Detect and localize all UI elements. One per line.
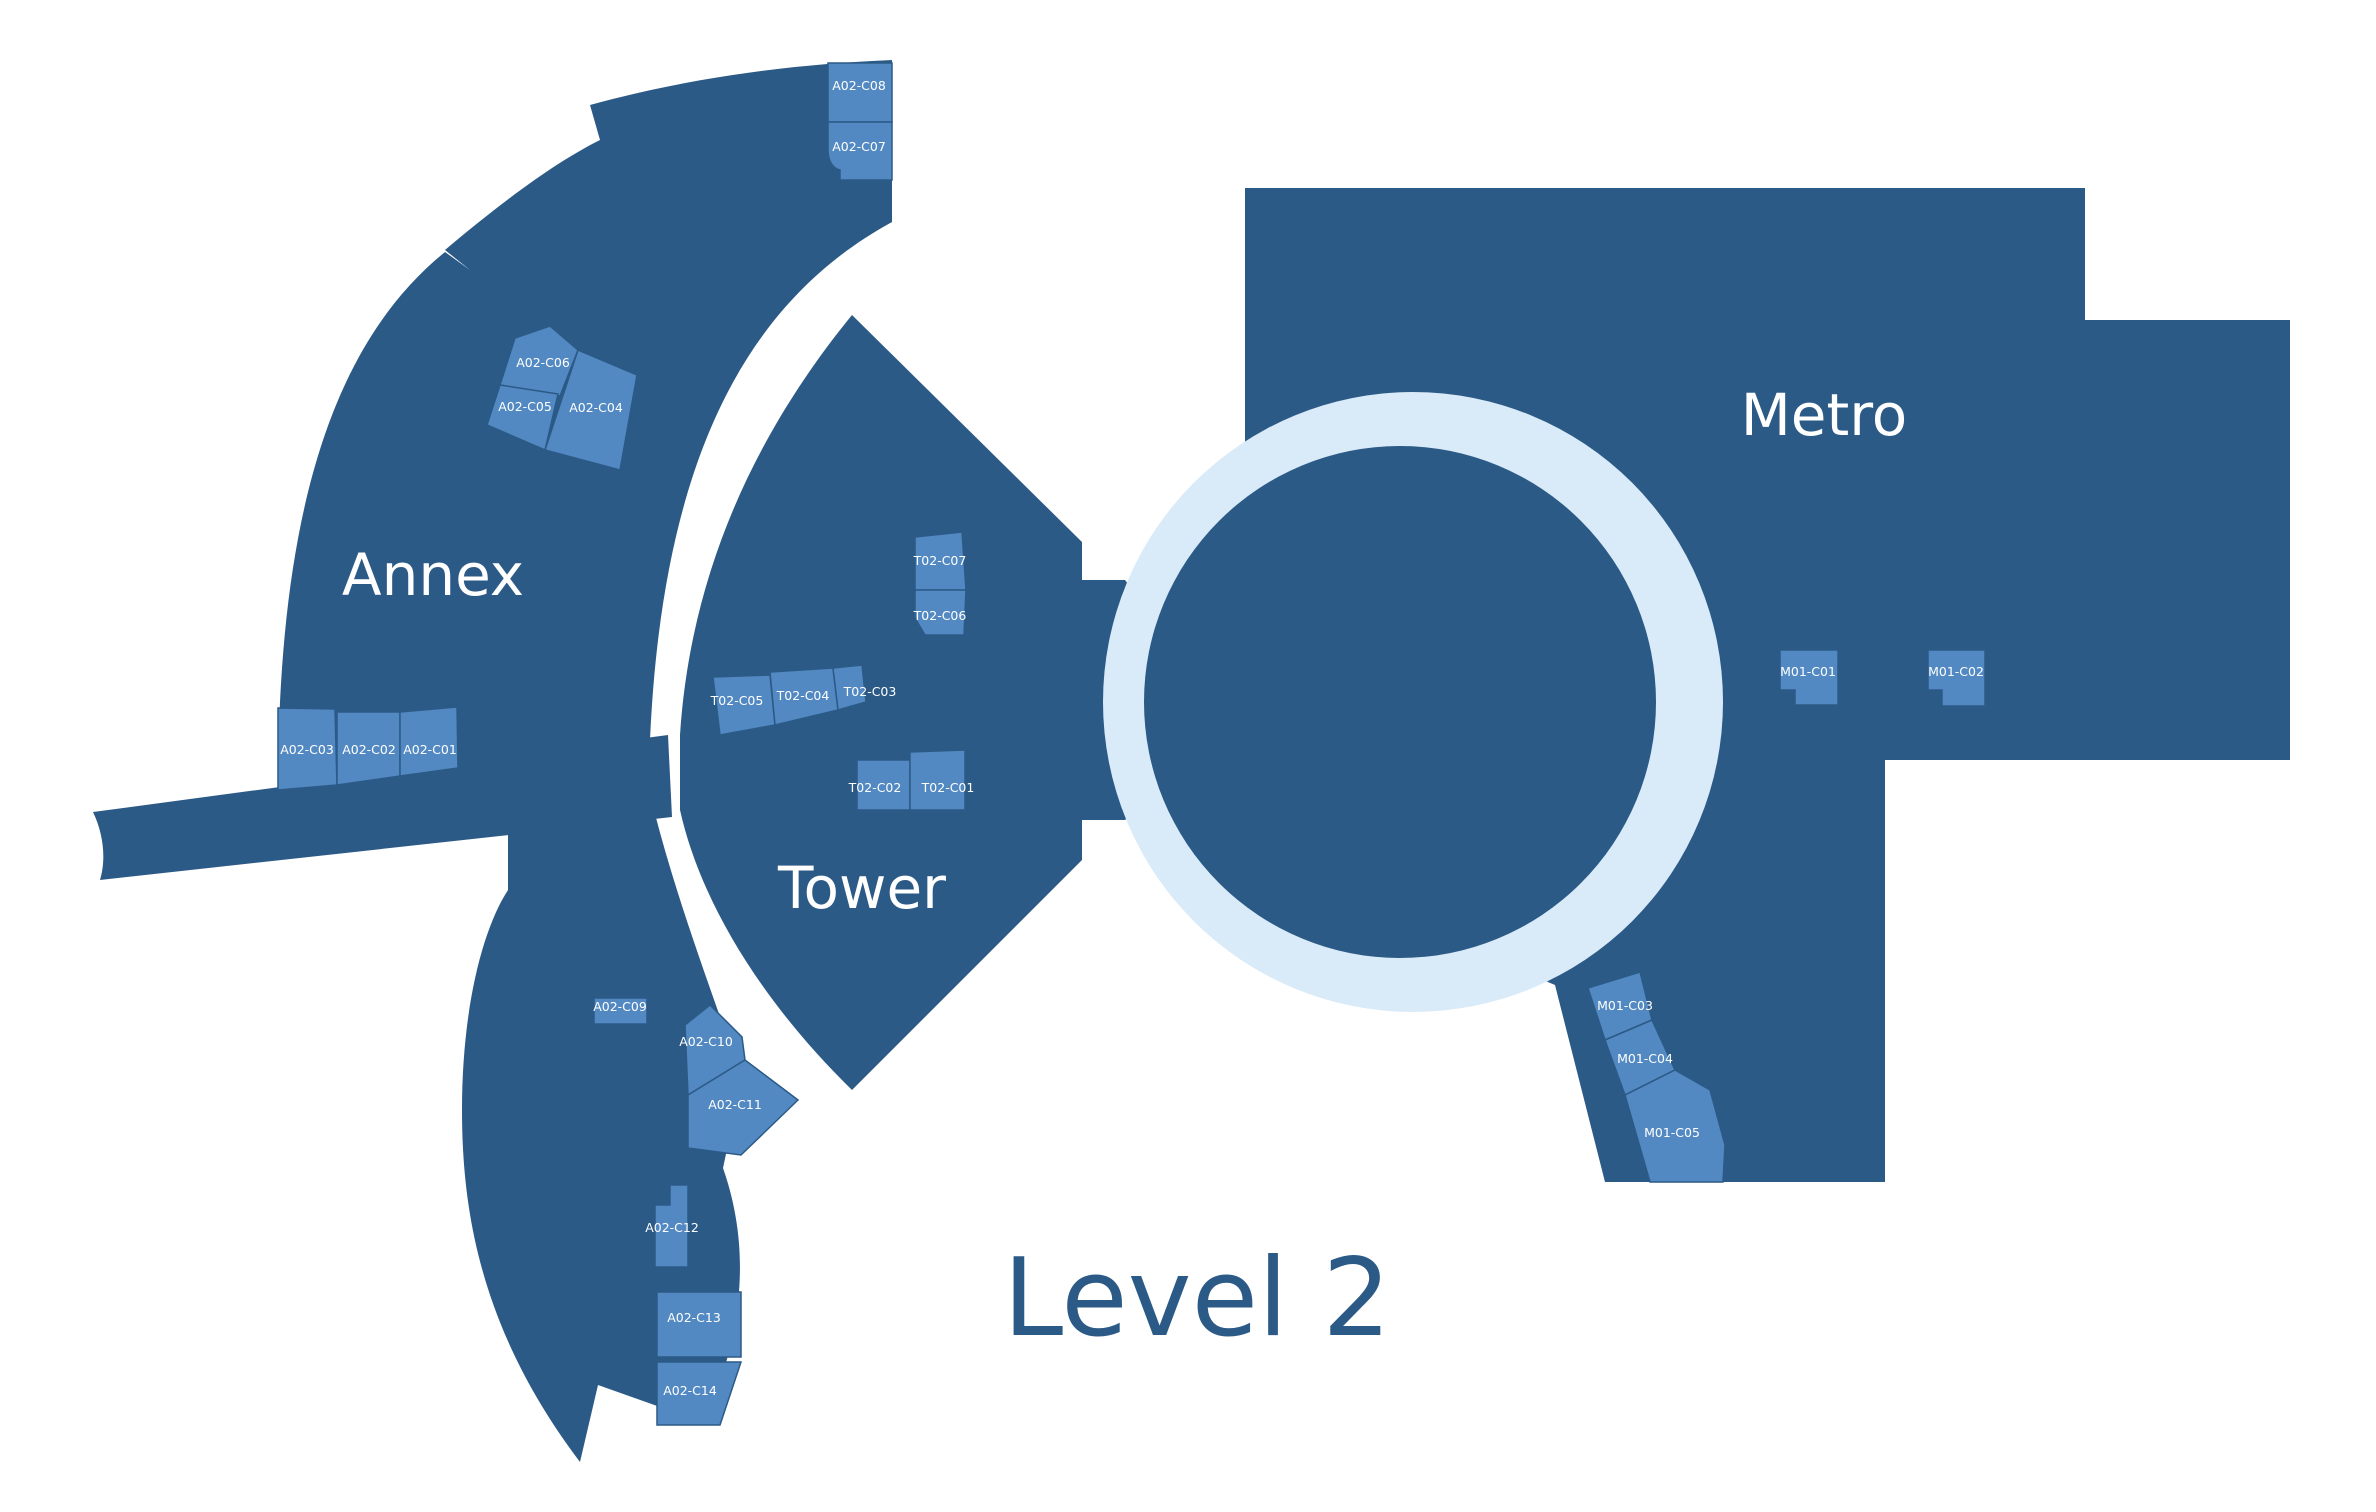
room-m01-c01[interactable]: M01-C01 <box>1779 649 1839 706</box>
room-a02-c04[interactable]: A02-C04 <box>544 348 638 471</box>
room-t02-c05[interactable]: T02-C05 <box>710 674 776 736</box>
room-t02-c04[interactable]: T02-C04 <box>769 667 839 726</box>
room-a02-c05[interactable]: A02-C05 <box>486 384 559 452</box>
room-a02-c04-label: A02-C04 <box>569 400 623 415</box>
room-a02-c10[interactable]: A02-C10 <box>679 1003 746 1097</box>
metro-building[interactable]: M01-C01 M01-C02 M01-C03 M01-C04 M01-C05 … <box>1103 188 2290 1183</box>
room-a02-c06[interactable]: A02-C06 <box>499 325 579 397</box>
room-a02-c03-label: A02-C03 <box>280 742 334 757</box>
room-a02-c10-label: A02-C10 <box>679 1034 733 1049</box>
metro-label: Metro <box>1741 381 1908 449</box>
room-a02-c03[interactable]: A02-C03 <box>277 707 338 791</box>
tower-building[interactable]: T02-C07 T02-C06 T02-C05 T02-C04 T02-C03 … <box>680 315 1160 1090</box>
room-m01-c02-label: M01-C02 <box>1928 664 1984 679</box>
room-a02-c09[interactable]: A02-C09 <box>593 997 648 1025</box>
tower-shape <box>680 315 1160 1090</box>
atrium-center <box>1144 446 1656 958</box>
room-a02-c07[interactable]: A02-C07 <box>827 121 893 181</box>
room-a02-c02-label: A02-C02 <box>342 742 396 757</box>
room-t02-c02[interactable]: T02-C02 <box>848 759 911 811</box>
room-a02-c14-label: A02-C14 <box>663 1383 717 1398</box>
room-m01-c03-label: M01-C03 <box>1597 998 1653 1013</box>
annex-building[interactable]: A02-C08 A02-C07 A02-C06 A02-C05 A02-C04 … <box>93 60 893 1462</box>
room-a02-c12[interactable]: A02-C12 <box>645 1184 699 1268</box>
room-m01-c05-label: M01-C05 <box>1644 1125 1700 1140</box>
room-a02-c06-label: A02-C06 <box>516 355 570 370</box>
room-m01-c04-label: M01-C04 <box>1617 1051 1673 1066</box>
room-a02-c01-label: A02-C01 <box>403 742 457 757</box>
room-t02-c07[interactable]: T02-C07 <box>913 531 967 591</box>
room-a02-c11-label: A02-C11 <box>708 1097 762 1112</box>
tower-label: Tower <box>777 854 946 922</box>
room-a02-c13-label: A02-C13 <box>667 1310 721 1325</box>
room-a02-c11[interactable]: A02-C11 <box>687 1059 800 1156</box>
level-title: Level 2 <box>1003 1236 1391 1361</box>
room-a02-c14[interactable]: A02-C14 <box>656 1361 743 1426</box>
annex-label: Annex <box>342 541 524 609</box>
room-a02-c07-label: A02-C07 <box>832 139 886 154</box>
room-t02-c05-label: T02-C05 <box>710 693 764 708</box>
room-t02-c06[interactable]: T02-C06 <box>913 589 967 636</box>
room-a02-c08-label: A02-C08 <box>832 78 886 93</box>
room-a02-c05-label: A02-C05 <box>498 399 552 414</box>
room-t02-c06-label: T02-C06 <box>913 608 967 623</box>
room-a02-c08[interactable]: A02-C08 <box>827 62 893 123</box>
room-t02-c01[interactable]: T02-C01 <box>909 749 975 811</box>
room-t02-c07-label: T02-C07 <box>913 553 967 568</box>
room-m01-c02[interactable]: M01-C02 <box>1927 649 1986 707</box>
room-a02-c12-label: A02-C12 <box>645 1220 699 1235</box>
annex-corridor <box>93 735 672 880</box>
room-t02-c02-label: T02-C02 <box>848 780 902 795</box>
room-t02-c01-label: T02-C01 <box>921 780 975 795</box>
room-a02-c09-label: A02-C09 <box>593 999 647 1014</box>
room-a02-c02[interactable]: A02-C02 <box>336 711 401 786</box>
room-a02-c01[interactable]: A02-C01 <box>399 706 459 777</box>
room-m01-c01-label: M01-C01 <box>1780 664 1836 679</box>
room-t02-c04-label: T02-C04 <box>776 688 830 703</box>
room-t02-c03[interactable]: T02-C03 <box>832 664 897 711</box>
room-m01-c04[interactable]: M01-C04 <box>1604 1019 1676 1097</box>
room-m01-c05[interactable]: M01-C05 <box>1624 1069 1726 1183</box>
room-a02-c13[interactable]: A02-C13 <box>656 1291 742 1358</box>
room-t02-c03-label: T02-C03 <box>843 684 897 699</box>
